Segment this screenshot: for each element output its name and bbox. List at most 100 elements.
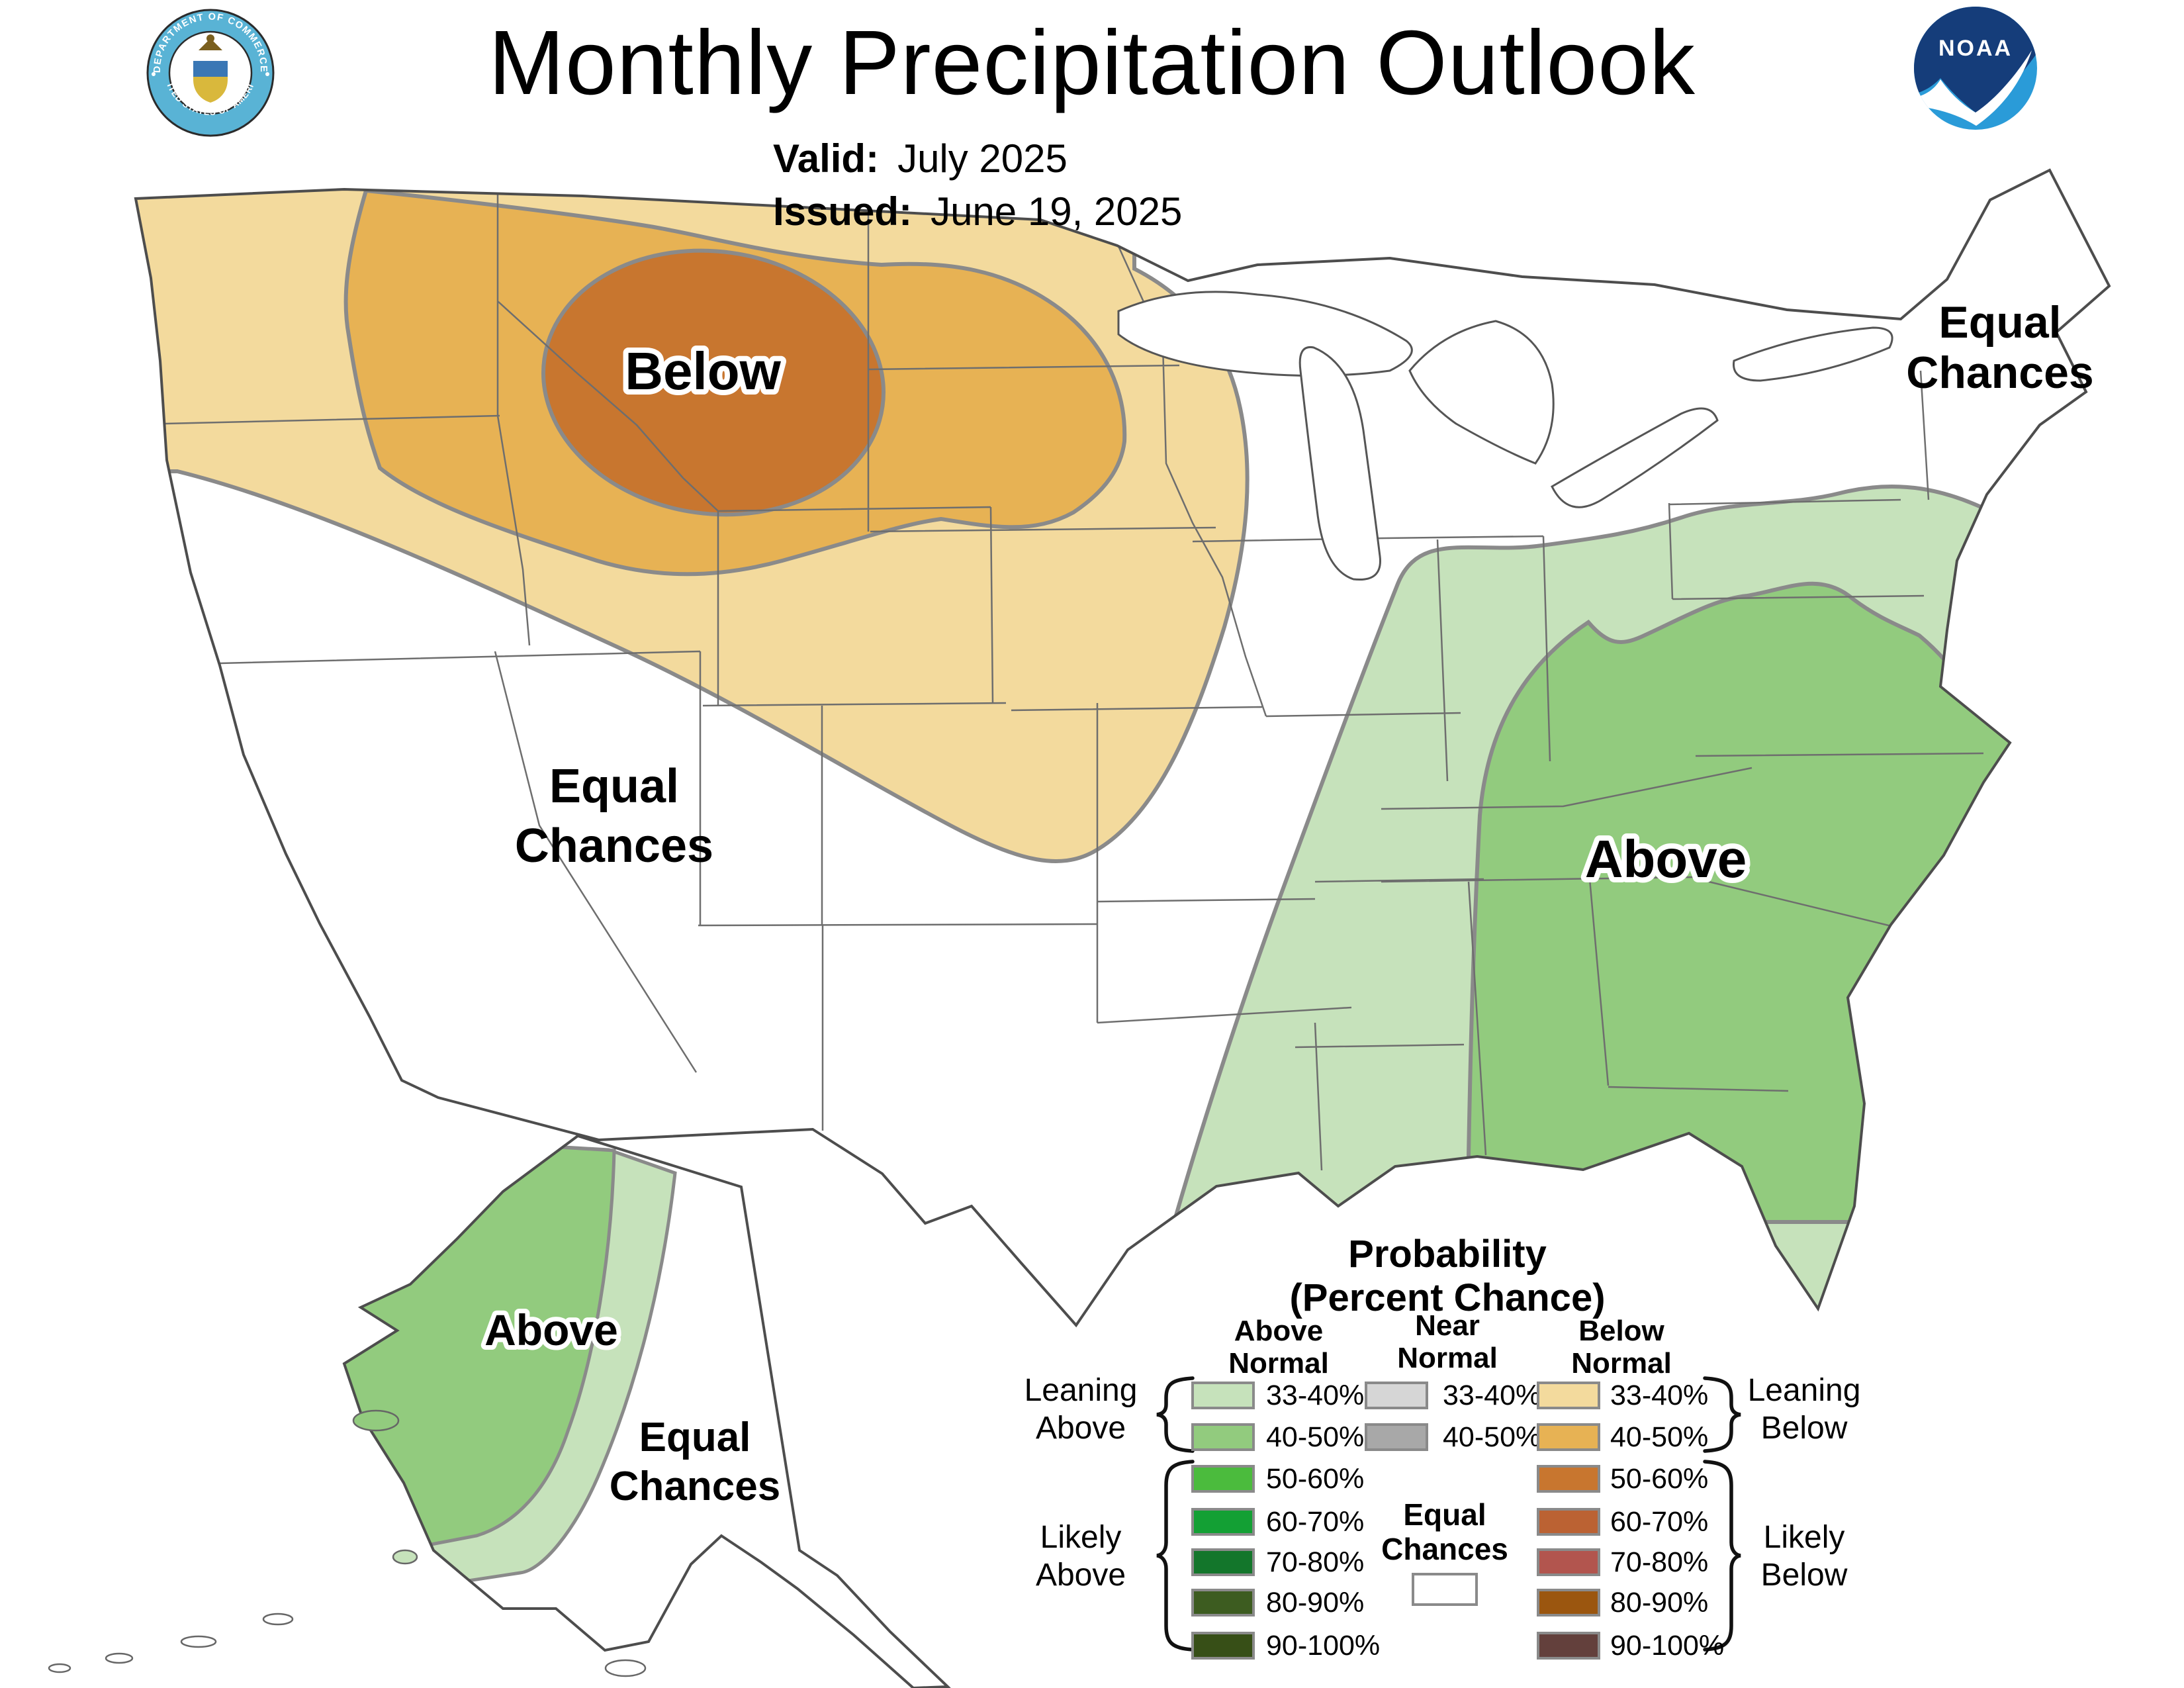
swatch-above-60-70 [1191,1508,1255,1536]
aleutian-islands [48,1409,647,1677]
validity-block: Valid: July 2025 Issued: June 19, 2025 [773,132,1182,238]
swatch-above-70-80 [1191,1548,1255,1576]
legend-leaning-above: Leaning Above [1024,1372,1138,1447]
issued-label: Issued: [773,189,913,234]
legend-title-line1: Probability [1348,1233,1547,1276]
legend-braces [1156,1376,1741,1652]
issued-value: June 19, 2025 [931,189,1183,234]
label-above-40-50: 40-50% [1266,1421,1365,1453]
island-green-1 [352,1409,400,1432]
map-label-equal-northeast-line2: Chances [1906,348,2093,398]
legend-leaning-below: Leaning Below [1748,1372,1861,1447]
state-borders [165,192,1984,1171]
legend-likely-above: Likely Above [1036,1519,1126,1594]
seal-shield-bottom [193,77,228,103]
map-label-above-southeast: Above [1585,829,1747,888]
island-green-2 [392,1549,418,1565]
page-title: Monthly Precipitation Outlook [488,12,1696,114]
island-2 [180,1635,217,1648]
label-near-33-40: 33-40% [1443,1380,1541,1411]
map-label-equal-west-line2: Chances [515,820,713,872]
region-above-40-50 [1466,581,2109,1224]
label-below-40-50: 40-50% [1610,1421,1709,1453]
label-above-70-80: 70-80% [1266,1546,1365,1578]
swatch-below-90-100 [1537,1632,1600,1660]
label-above-33-40: 33-40% [1266,1380,1365,1411]
legend-col-below-normal: Below Normal [1571,1315,1672,1380]
swatch-above-80-90 [1191,1589,1255,1617]
swatch-below-33-40 [1537,1382,1600,1409]
leaning-above-line1: Leaning [1024,1373,1138,1408]
label-above-80-90: 80-90% [1266,1587,1365,1618]
col-above-line2: Normal [1228,1347,1329,1380]
col-near-line1: Near [1415,1309,1480,1342]
map-label-equal-northeast-line1: Equal [1938,297,2061,348]
swatch-equal-chances [1412,1573,1478,1606]
legend-col-above-normal: Above Normal [1228,1315,1329,1380]
col-below-line1: Below [1578,1315,1664,1347]
seal-eagle [199,38,222,50]
legend-title: Probability (Percent Chance) [1289,1233,1605,1320]
island-kodiak [604,1659,647,1677]
island-1 [262,1613,294,1626]
swatch-below-60-70 [1537,1508,1600,1536]
brace-likely-above [1156,1460,1195,1652]
great-lakes [1117,291,1893,581]
us-outline [134,168,2111,1328]
col-above-line1: Above [1234,1315,1324,1347]
lake-huron [1408,320,1555,465]
lake-michigan [1298,346,1381,581]
label-near-40-50: 40-50% [1443,1421,1541,1453]
region-below-50-60 [541,248,886,517]
label-below-80-90: 80-90% [1610,1587,1709,1618]
label-below-33-40: 33-40% [1610,1380,1709,1411]
noaa-logo-icon: NOAA [1914,7,2037,130]
lake-ontario [1733,326,1893,382]
swatch-below-70-80 [1537,1548,1600,1576]
label-below-60-70: 60-70% [1610,1506,1709,1538]
leaning-above-line2: Above [1035,1411,1126,1446]
issued-line: Issued: June 19, 2025 [773,185,1182,238]
noaa-logo-text: NOAA [1938,36,2013,61]
lake-erie [1551,407,1719,508]
valid-label: Valid: [773,136,880,181]
swatch-near-40-50 [1365,1423,1428,1451]
likely-below-line2: Below [1760,1558,1848,1593]
swatch-below-50-60 [1537,1465,1600,1493]
swatch-near-33-40 [1365,1382,1428,1409]
col-near-line2: Normal [1397,1342,1498,1374]
brace-leaning-above [1156,1376,1195,1453]
equal-chances-line2: Chances [1381,1532,1508,1566]
legend-col-near-normal: Near Normal [1397,1309,1498,1374]
legend-equal-chances-label: Equal Chances [1381,1497,1508,1566]
noaa-seagull-icon [1914,50,2032,126]
island-3 [105,1652,134,1664]
brace-leaning-below [1703,1376,1741,1453]
swatch-above-40-50 [1191,1423,1255,1451]
label-above-50-60: 50-60% [1266,1463,1365,1495]
map-label-equal-alaska-line2: Chances [610,1464,780,1509]
label-below-90-100: 90-100% [1610,1630,1725,1662]
valid-line: Valid: July 2025 [773,132,1182,185]
alaska-region-above-40-50 [344,1136,616,1591]
valid-value: July 2025 [897,136,1068,181]
col-below-line2: Normal [1571,1347,1672,1380]
label-below-70-80: 70-80% [1610,1546,1709,1578]
map-label-equal-west-line1: Equal [549,760,679,813]
brace-likely-below [1703,1460,1741,1652]
alaska-outline [342,1134,951,1688]
leaning-below-line1: Leaning [1747,1373,1861,1408]
likely-above-line1: Likely [1040,1520,1122,1555]
swatch-above-33-40 [1191,1382,1255,1409]
map-label-equal-alaska-line1: Equal [639,1415,751,1460]
swatch-below-40-50 [1537,1423,1600,1451]
label-above-60-70: 60-70% [1266,1506,1365,1538]
map-label-below: Below [625,342,781,400]
label-above-90-100: 90-100% [1266,1630,1381,1662]
leaning-below-line2: Below [1760,1411,1848,1446]
equal-chances-line1: Equal [1403,1497,1486,1532]
swatch-below-80-90 [1537,1589,1600,1617]
likely-above-line2: Above [1035,1558,1126,1593]
